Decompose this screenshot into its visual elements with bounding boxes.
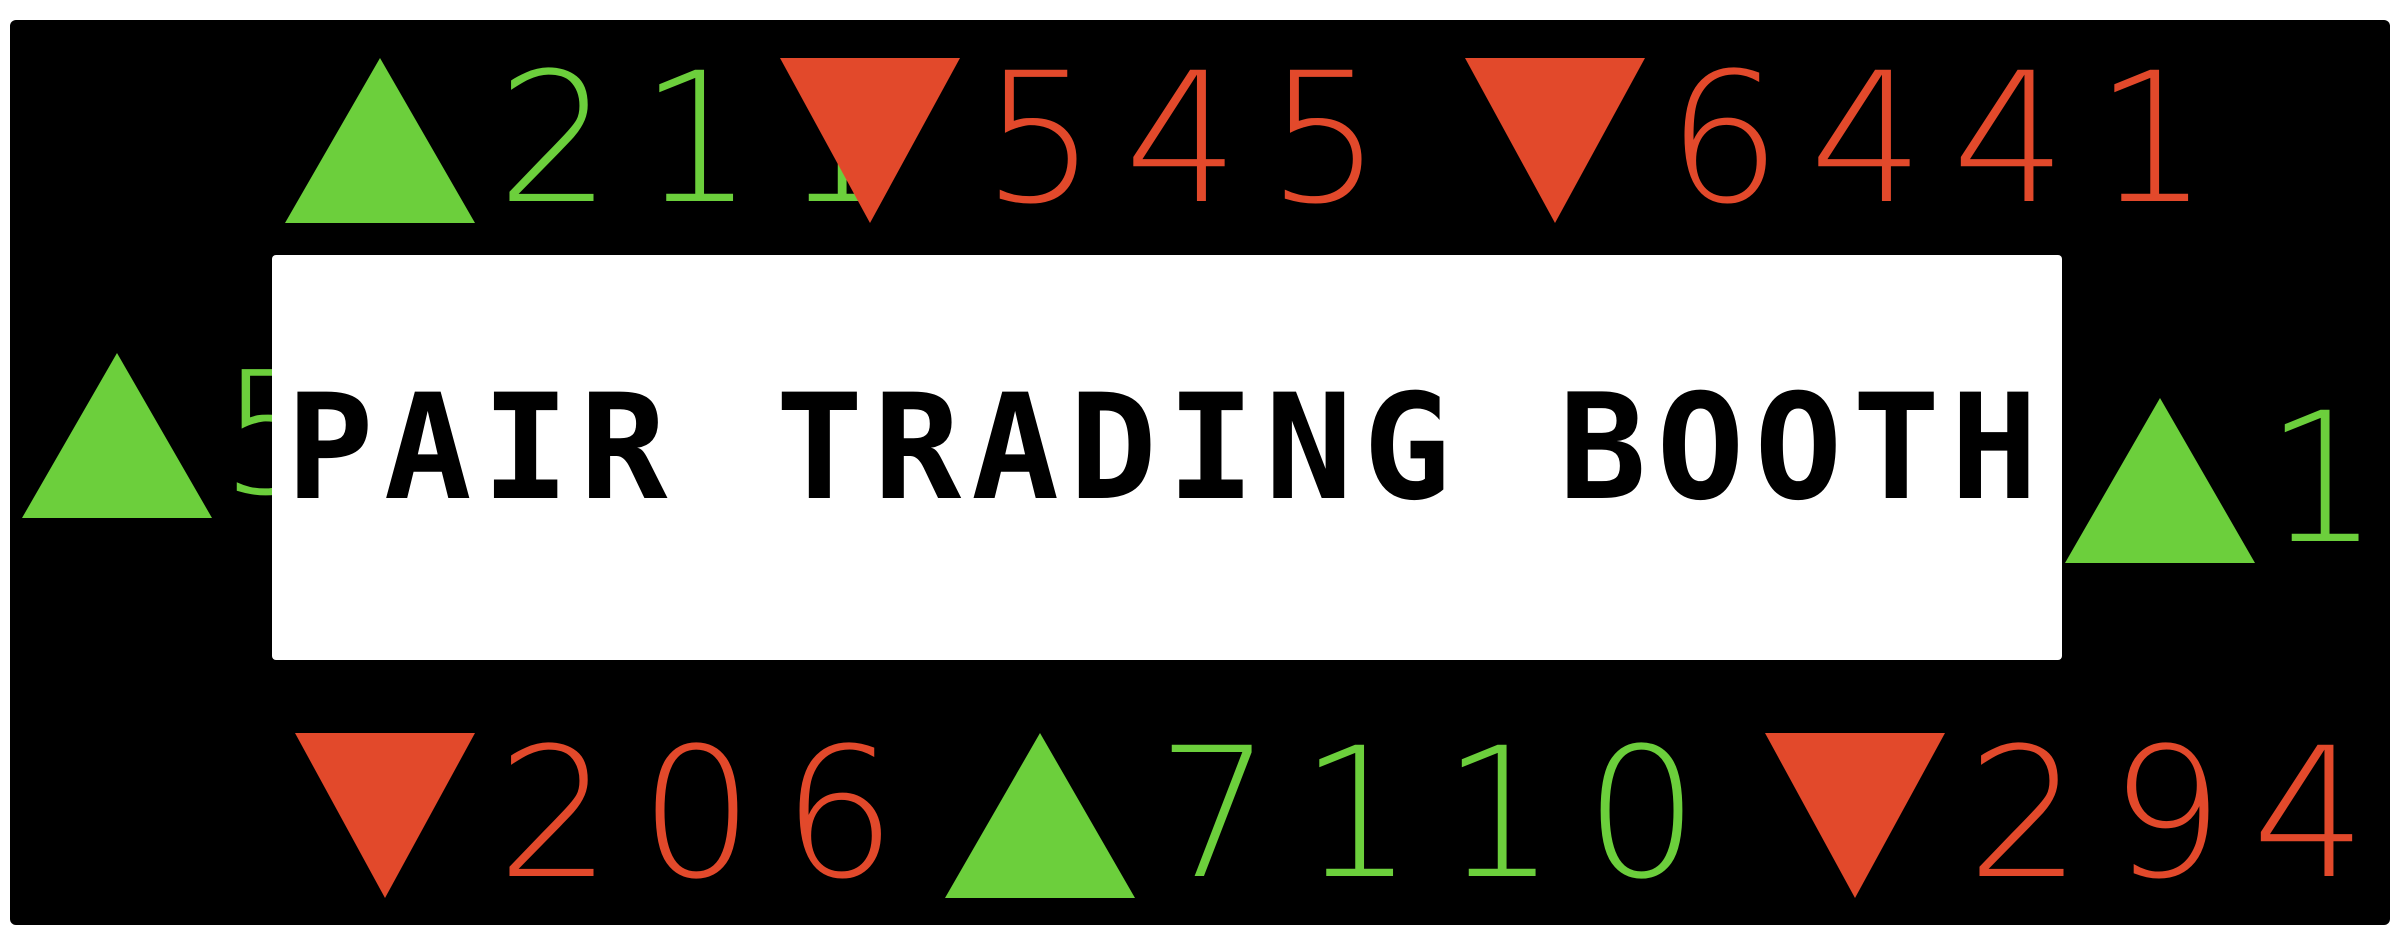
ticker-item: 294	[1765, 725, 2390, 905]
triangle-up-icon	[285, 57, 475, 223]
triangle-up-icon	[2065, 397, 2255, 563]
booth-sign: PAIR TRADING BOOTH	[272, 255, 2062, 660]
ticker-value: 294	[1967, 710, 2390, 919]
sign-title: PAIR TRADING BOOTH	[285, 362, 2049, 533]
ticker-item: 545	[780, 50, 1410, 230]
ticker-value: 6441	[1667, 35, 2238, 244]
ticker-value: 1	[2265, 375, 2390, 584]
ticker-value: 545	[982, 35, 1410, 244]
triangle-down-icon	[295, 732, 475, 898]
ticker-item: 206	[295, 725, 925, 905]
ticker-board: 211 545 6441 5 1 206 7110 294 PAIR TRADI…	[10, 20, 2390, 925]
ticker-value: 206	[497, 710, 925, 919]
triangle-up-icon	[22, 352, 212, 518]
triangle-down-icon	[1465, 57, 1645, 223]
triangle-up-icon	[945, 732, 1135, 898]
ticker-item: 1	[2065, 390, 2390, 570]
triangle-down-icon	[780, 57, 960, 223]
ticker-item: 7110	[945, 725, 1727, 905]
triangle-down-icon	[1765, 732, 1945, 898]
ticker-item: 6441	[1465, 50, 2237, 230]
ticker-value: 7110	[1157, 710, 1728, 919]
